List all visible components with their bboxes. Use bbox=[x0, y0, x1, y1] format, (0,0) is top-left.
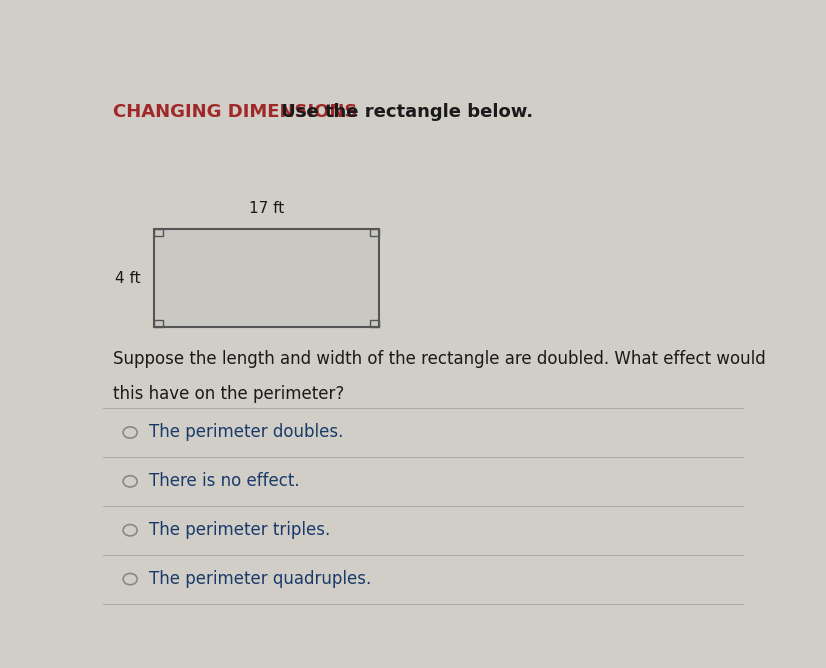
Bar bbox=[370, 321, 378, 327]
Text: Suppose the length and width of the rectangle are doubled. What effect would: Suppose the length and width of the rect… bbox=[113, 350, 766, 368]
Text: The perimeter doubles.: The perimeter doubles. bbox=[150, 424, 344, 442]
Text: this have on the perimeter?: this have on the perimeter? bbox=[113, 385, 344, 403]
Text: The perimeter triples.: The perimeter triples. bbox=[150, 521, 330, 539]
Text: 17 ft: 17 ft bbox=[249, 202, 284, 216]
Text: The perimeter quadruples.: The perimeter quadruples. bbox=[150, 570, 372, 588]
Bar bbox=[154, 229, 163, 236]
Bar bbox=[154, 321, 163, 327]
Text: 4 ft: 4 ft bbox=[115, 271, 140, 286]
Bar bbox=[154, 229, 378, 327]
Text: There is no effect.: There is no effect. bbox=[150, 472, 300, 490]
Bar bbox=[370, 229, 378, 236]
Text: Use the rectangle below.: Use the rectangle below. bbox=[275, 104, 533, 122]
Text: CHANGING DIMENSIONS: CHANGING DIMENSIONS bbox=[113, 104, 357, 122]
